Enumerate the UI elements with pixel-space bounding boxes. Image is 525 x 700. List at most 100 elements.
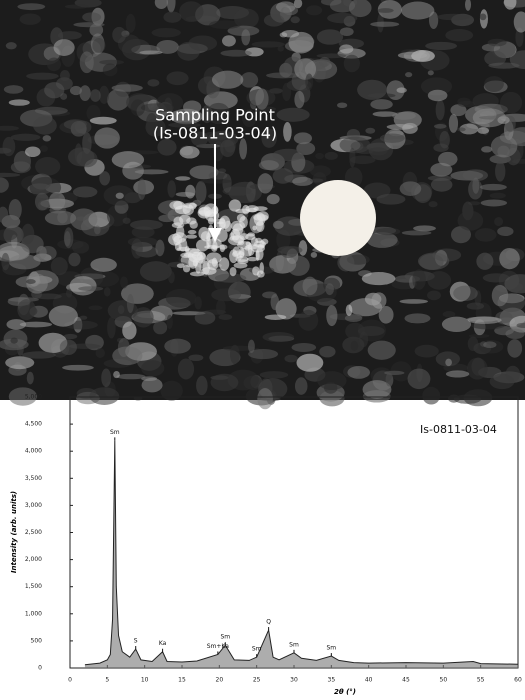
texture [3, 137, 16, 156]
texture [495, 161, 505, 181]
texture [51, 257, 68, 275]
bright-spot [188, 230, 197, 234]
texture [152, 28, 181, 37]
texture [446, 370, 469, 377]
photo-label: (Is-0811-03-04) [153, 124, 277, 143]
texture [288, 32, 314, 54]
texture [90, 89, 101, 102]
figure: Sampling Point (Is-0811-03-04) Is-0811-0… [0, 0, 525, 700]
bright-spot [219, 257, 229, 270]
bright-spot [231, 229, 240, 241]
texture [401, 2, 434, 20]
texture [445, 29, 473, 41]
y-axis-label: Intensity (arb. units) [10, 491, 18, 573]
texture [497, 227, 513, 236]
texture [141, 360, 164, 376]
y-tick-label: 5,000 [25, 394, 42, 401]
texture [195, 181, 206, 203]
texture [4, 85, 24, 94]
texture [480, 184, 507, 191]
x-tick-label: 10 [141, 677, 149, 684]
texture [413, 225, 436, 231]
texture [468, 179, 482, 199]
texture [94, 127, 120, 148]
peak-label: Ka [159, 640, 167, 647]
texture [427, 290, 441, 300]
texture [62, 365, 94, 371]
texture [36, 246, 46, 259]
bright-spot [177, 263, 185, 268]
photo-label: Sampling Point [155, 106, 275, 125]
texture [122, 322, 136, 340]
texture [77, 150, 98, 167]
x-tick-label: 20 [216, 677, 224, 684]
texture [11, 134, 41, 141]
texture [73, 22, 104, 27]
texture [212, 71, 243, 89]
texture [26, 73, 58, 80]
texture [70, 276, 97, 295]
texture [215, 273, 247, 282]
y-tick-label: 3,500 [25, 475, 42, 482]
texture [368, 341, 396, 360]
bright-spot [245, 205, 258, 212]
texture [370, 22, 399, 27]
bright-spot [254, 213, 266, 226]
texture [351, 341, 358, 351]
texture [488, 39, 507, 47]
texture [362, 272, 396, 285]
bright-spot [192, 252, 206, 261]
y-tick-label: 3,000 [25, 502, 42, 509]
texture [6, 42, 17, 49]
texture [428, 70, 434, 75]
texture [339, 44, 353, 53]
texture [5, 356, 34, 369]
y-tick-label: 500 [31, 637, 43, 644]
texture [21, 224, 34, 245]
texture [319, 346, 335, 357]
texture [73, 186, 97, 197]
texture [287, 256, 310, 276]
texture [273, 168, 294, 184]
texture [135, 169, 169, 174]
texture [10, 337, 17, 343]
texture [103, 64, 118, 77]
texture [116, 374, 145, 379]
bright-spot [190, 221, 198, 229]
texture [310, 165, 331, 177]
texture [344, 55, 360, 72]
bright-spot [172, 232, 186, 243]
texture [25, 146, 41, 157]
texture [64, 119, 87, 129]
texture [280, 32, 288, 37]
texture [179, 1, 203, 22]
texture [147, 79, 159, 86]
peak-label: Sm [289, 641, 299, 648]
texture [257, 388, 273, 409]
texture [78, 286, 103, 291]
texture [188, 354, 203, 361]
texture [365, 128, 375, 134]
texture [405, 72, 412, 77]
x-tick-label: 40 [365, 677, 373, 684]
texture [478, 127, 489, 134]
texture [43, 135, 52, 141]
texture [427, 271, 451, 290]
texture [120, 276, 128, 288]
bright-spot [212, 241, 217, 250]
texture [319, 57, 330, 67]
x-axis-label: 2θ (°) [334, 688, 356, 696]
texture [386, 373, 394, 387]
y-tick-label: 2,500 [25, 529, 42, 536]
texture [433, 144, 448, 152]
texture [277, 246, 302, 254]
texture [507, 339, 522, 358]
bright-spot [183, 203, 197, 209]
bright-spot [252, 266, 260, 275]
texture [475, 228, 497, 242]
texture [20, 14, 41, 25]
texture [311, 252, 317, 258]
texture [142, 378, 163, 393]
texture [99, 171, 110, 185]
texture [437, 14, 470, 20]
